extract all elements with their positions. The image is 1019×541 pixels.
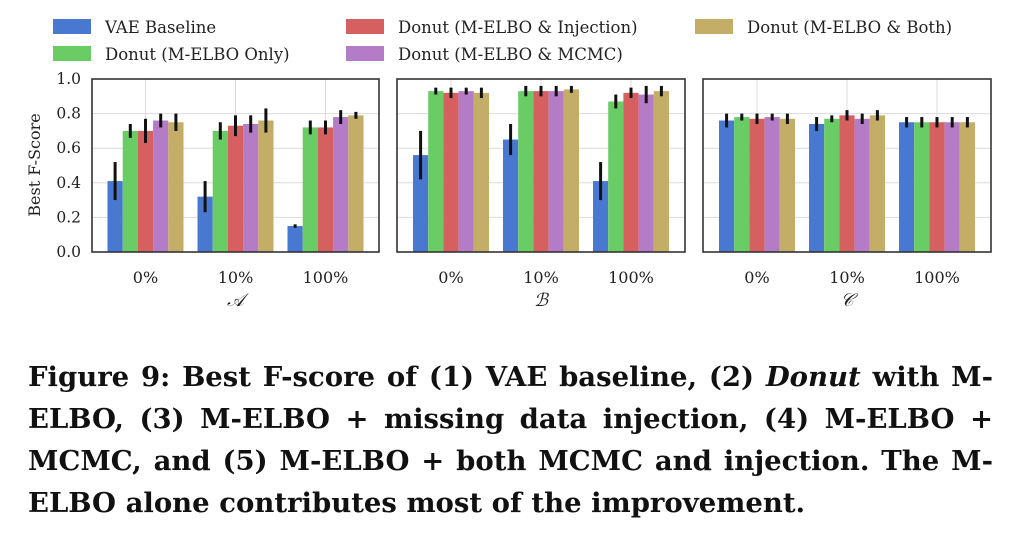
bar-panel0-10%-series4 [258,120,274,253]
bar-panel1-10%-series0 [503,139,519,252]
bar-panel0-0%-series3 [153,120,169,253]
bar-panel0-10%-series2 [227,125,244,252]
bar-panel1-10%-series1 [518,91,534,252]
x-tick-label: 10% [218,268,254,287]
bar-panel1-0%-series2 [443,92,459,252]
figure-caption: Figure 9: Best F-score of (1) VAE baseli… [28,356,993,524]
bar-panel0-0%-series2 [137,130,154,252]
bar-panel2-0%-series0 [719,120,735,253]
bar-panel2-10%-series4 [869,115,885,252]
bar-panel1-100%-series3 [638,94,654,252]
x-tick-label: 0% [438,268,463,287]
bar-panel1-10%-series4 [563,89,579,252]
bar-chart: 0% 10% 100% 𝒜 0% 10% 100% ℬ 0% 10% 100% 𝒞 0.0 0.2 0.4 0… [25,18,992,311]
bar-panel1-0%-series0 [413,155,429,252]
bar-panel1-0%-series3 [458,91,474,252]
bar-panel0-100%-series3 [333,117,349,252]
bar-panel2-100%-series2 [929,122,945,252]
y-tick-label: 1.0 [56,70,81,88]
y-tick-label: 0.6 [56,139,81,157]
bar-panel0-0%-series4 [168,122,184,252]
bar-panel0-100%-series2 [317,127,334,252]
y-tick-label: 0.4 [56,174,81,192]
x-tick-label: 100% [914,268,960,287]
bar-panel2-0%-series1 [734,117,750,252]
bar-panel1-0%-series4 [473,92,489,252]
y-axis-label: Best F-Score [25,113,44,216]
bar-panel1-0%-series1 [428,91,444,252]
y-tick-label: 0.8 [56,105,81,123]
bar-panel2-10%-series1 [824,118,840,252]
bar-panel0-0%-series1 [122,130,138,252]
x-tick-label: 100% [608,268,654,287]
panel-xlabel: 𝒜 [227,290,249,311]
x-tick-label: 10% [523,268,559,287]
y-tick-label: 0.2 [56,208,81,226]
bar-panel0-10%-series3 [243,123,259,252]
bar-panel0-100%-series1 [302,127,318,252]
x-tick-label: 10% [829,268,865,287]
caption-prefix: Figure 9: Best F-score of (1) VAE baseli… [28,361,766,393]
bar-panel2-100%-series1 [914,122,930,252]
bar-panel1-10%-series2 [533,91,549,252]
bar-panel0-100%-series0 [287,226,303,252]
bar-panel2-100%-series4 [959,122,975,252]
legend-swatch-1 [53,46,91,61]
bar-panel2-100%-series0 [899,122,915,252]
legend-label-4: Donut (M-ELBO & Both) [747,18,952,37]
legend-swatch-2 [346,19,384,34]
y-tick-label: 0.0 [56,243,81,261]
bar-panel2-100%-series3 [944,122,960,252]
legend-swatch-4 [695,19,733,34]
panel-0-frame [91,78,380,253]
panel-1-frame [396,78,686,253]
bar-panel0-10%-series0 [197,196,213,252]
legend-label-3: Donut (M-ELBO & MCMC) [398,45,623,64]
caption-emphasis: Donut [765,361,861,393]
bar-panel1-10%-series3 [548,91,564,252]
bar-panel2-10%-series3 [854,118,870,252]
bar-panel2-0%-series3 [764,117,780,252]
x-tick-label: 0% [744,268,769,287]
bar-panel1-100%-series2 [623,92,639,252]
bar-panel0-10%-series1 [212,130,228,252]
bar-panel2-10%-series0 [809,123,825,252]
x-tick-label: 100% [303,268,349,287]
legend-label-1: Donut (M-ELBO Only) [105,45,290,64]
caption-suffix: with M-ELBO, (3) M-ELBO + missing data i… [28,361,993,519]
bar-panel1-100%-series1 [608,101,624,253]
bar-panel0-100%-series4 [348,115,364,252]
bar-panel2-0%-series4 [779,118,795,252]
bar-panel1-100%-series0 [593,181,609,252]
legend-label-0: VAE Baseline [104,18,216,37]
bar-panel2-10%-series2 [839,115,855,252]
legend-swatch-0 [53,19,91,34]
panel-xlabel: 𝒞 [840,290,858,311]
legend-label-2: Donut (M-ELBO & Injection) [398,18,638,37]
legend-swatch-3 [346,46,384,61]
bar-panel2-0%-series2 [749,118,765,252]
x-tick-label: 0% [133,268,158,287]
panel-xlabel: ℬ [534,290,550,311]
panel-2-frame [702,78,992,253]
bar-panel0-0%-series0 [107,181,123,252]
bar-panel1-100%-series4 [653,91,669,252]
